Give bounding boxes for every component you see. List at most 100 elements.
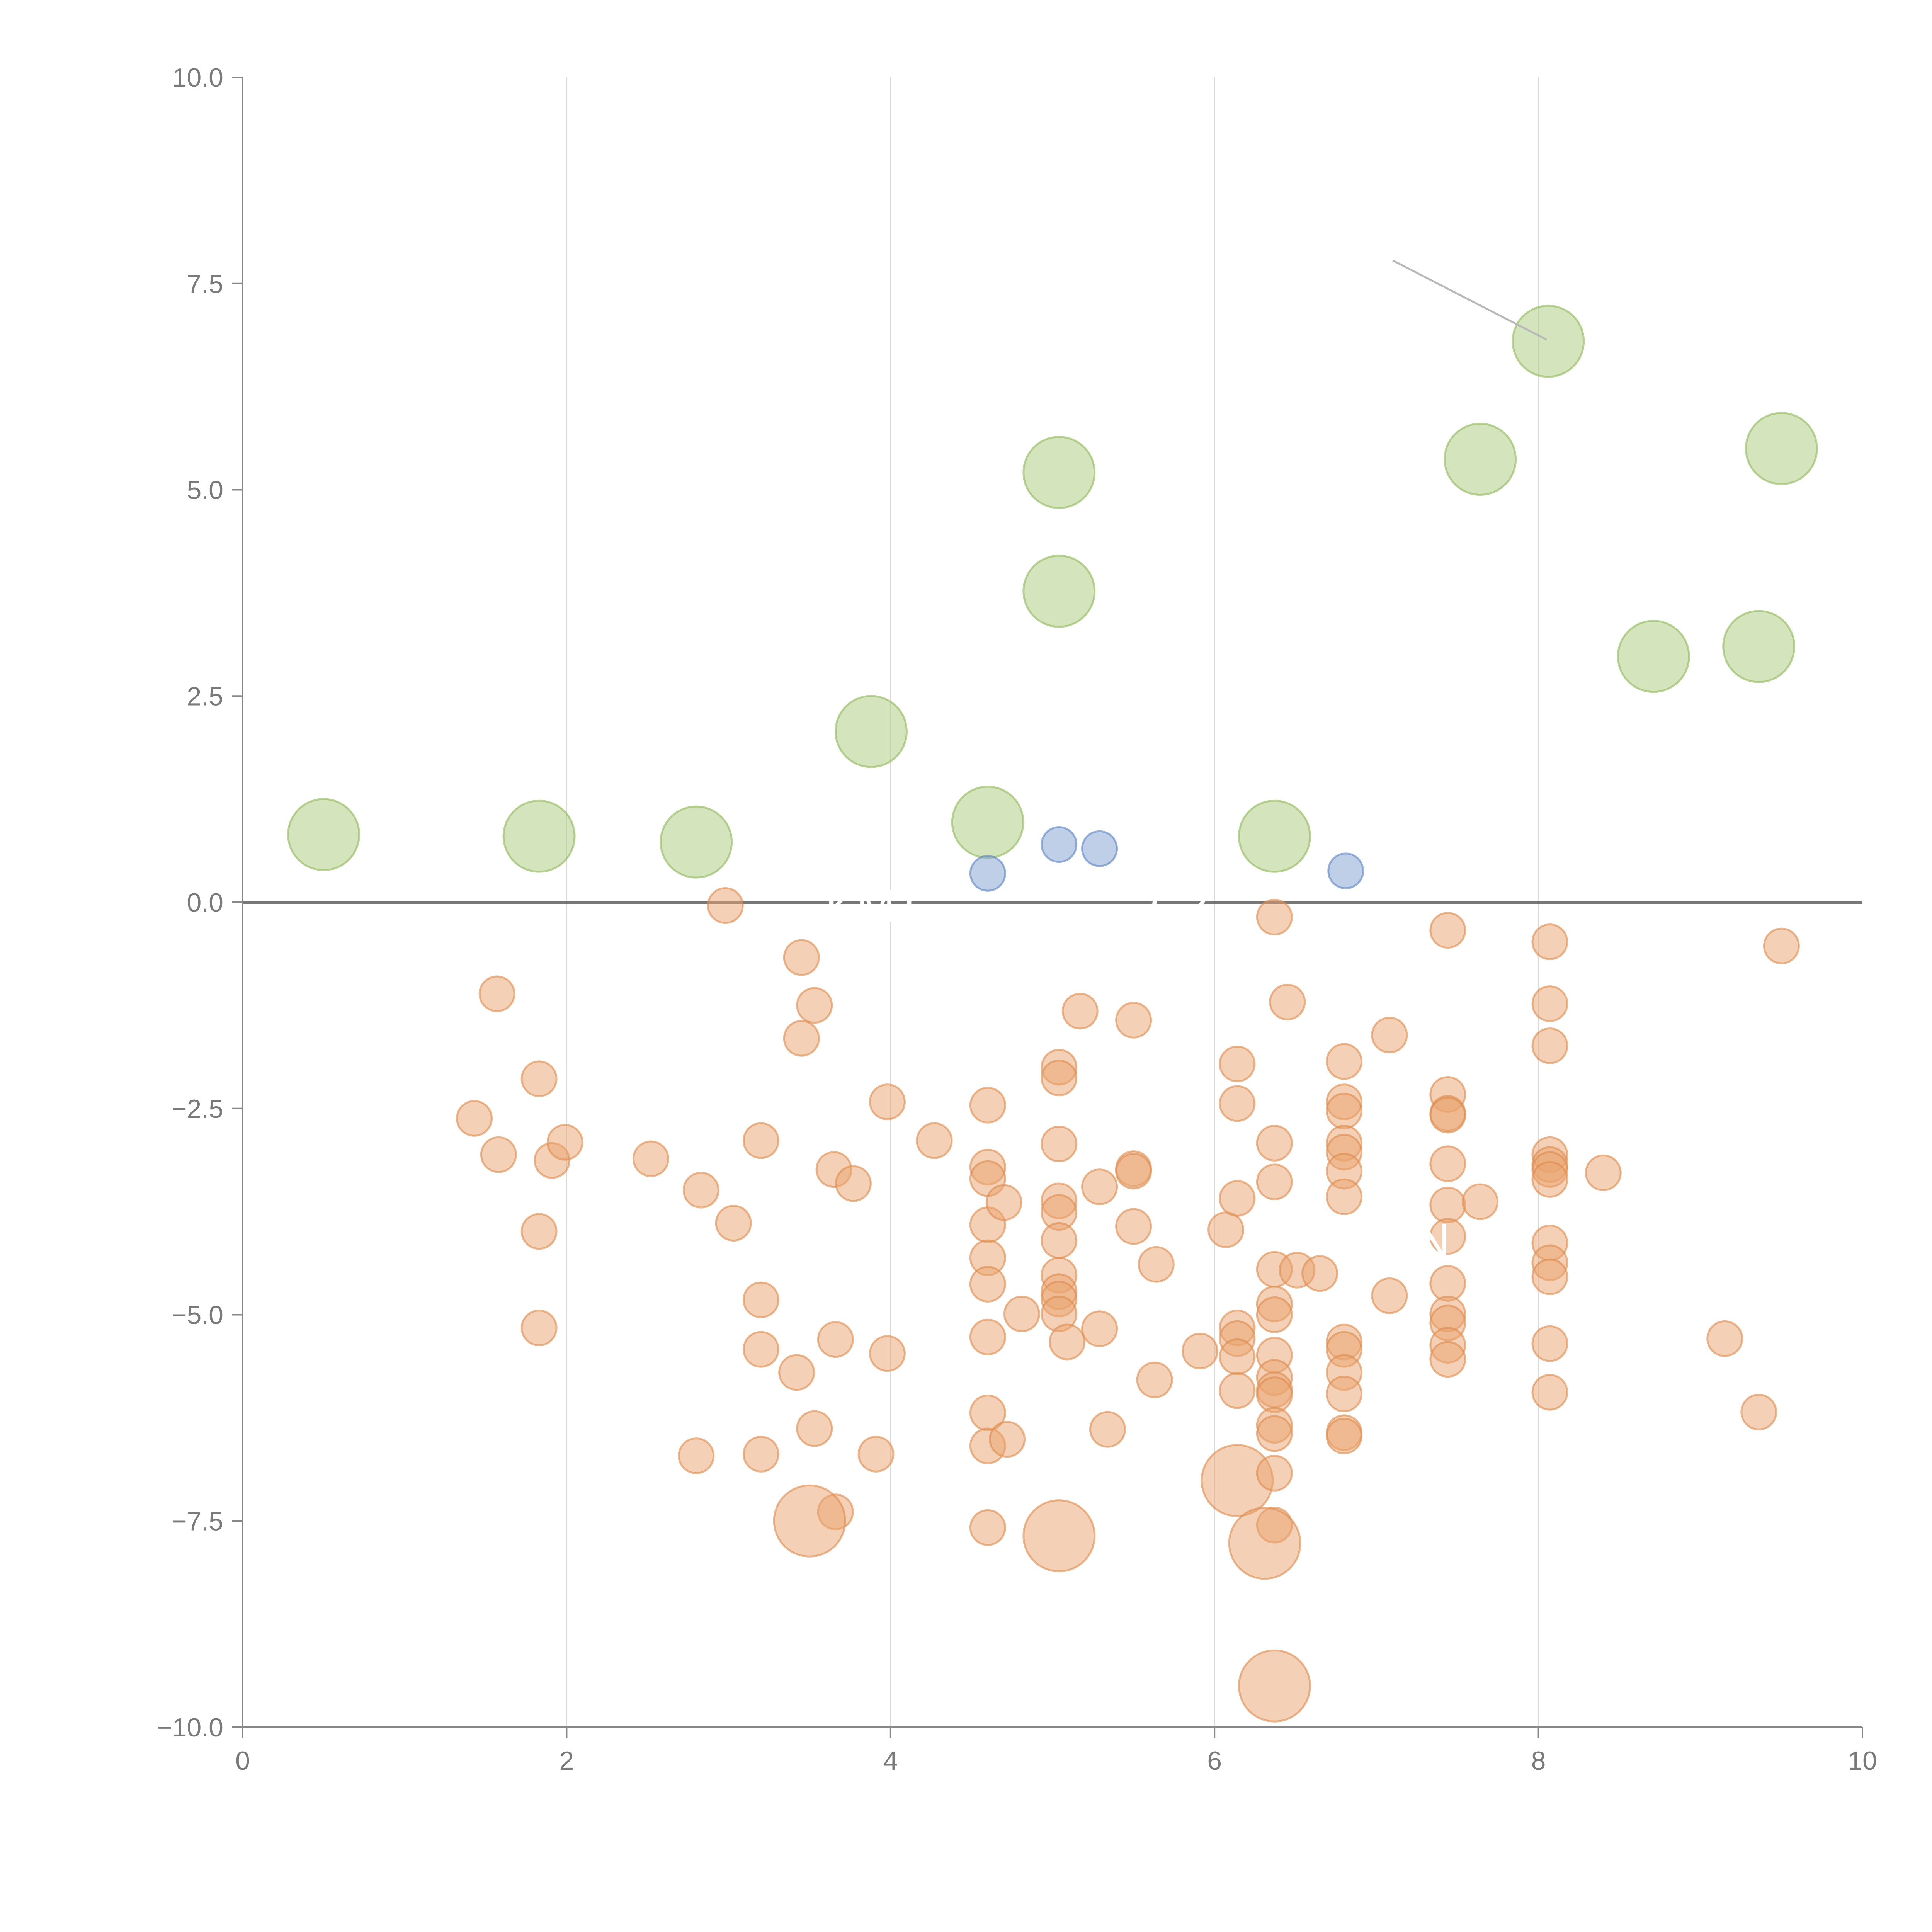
annotation-label: GZ [1150,880,1214,932]
data-point [834,695,908,768]
data-point [869,1335,906,1372]
data-point [1326,1043,1363,1080]
annotations: KMT GZ N [825,259,1547,1266]
x-tick-label: 2 [559,1746,574,1776]
data-point [869,1083,906,1121]
data-point [480,1136,517,1173]
data-point [520,1310,558,1347]
data-point [1531,1161,1568,1198]
data-point [1041,826,1078,863]
data-point [1327,852,1364,889]
data-point [1745,412,1818,485]
data-point [1740,1393,1777,1430]
data-point [1429,1218,1466,1255]
data-point [1326,1092,1363,1129]
axes: 0 2 4 6 8 10 10.0 7.5 5.0 2.5 0.0 −2.5 −5.0 −7.5 −10.0 [157,63,1877,1776]
data-point [742,1435,779,1473]
data-point [1256,1454,1293,1492]
data-point [1326,1417,1363,1454]
data-point [1617,620,1690,693]
data-point [742,1122,779,1159]
data-point [1049,1323,1086,1361]
data-point [1022,436,1096,509]
data-point [1003,1295,1040,1332]
data-point [1041,1126,1078,1163]
data-point [1269,983,1306,1020]
data-point [742,1331,779,1368]
data-point [1208,1211,1245,1248]
data-point [1326,1178,1363,1215]
x-tick-label: 8 [1531,1746,1546,1776]
data-point [1115,1208,1152,1245]
data-point [1041,1060,1078,1097]
data-point [456,1100,493,1137]
data-point [1081,1168,1118,1206]
x-tick-label: 6 [1207,1746,1222,1776]
y-tick-label: 7.5 [187,269,223,299]
data-point [1301,1255,1338,1292]
data-point [796,1410,833,1447]
data-point [678,1437,715,1475]
data-point [1061,993,1099,1030]
data-point [1115,1002,1152,1039]
data-point [1763,927,1800,964]
data-point [783,939,820,976]
y-tick-label: 0.0 [187,888,223,917]
data-point [502,799,576,873]
data-point [287,798,361,871]
data-point [783,1020,820,1057]
data-point [1022,1499,1096,1573]
data-point [682,1172,719,1209]
data-point [1429,912,1466,949]
data-point [1444,423,1517,496]
x-tick-label: 10 [1848,1746,1877,1776]
y-tick-label: 5.0 [187,476,223,505]
data-point [1722,610,1796,683]
data-points [287,304,1818,1723]
data-point [1531,923,1568,960]
data-point [1256,898,1293,935]
data-point [632,1140,669,1177]
data-point [1219,1338,1256,1375]
data-point [660,805,733,879]
data-point [989,1421,1026,1458]
y-tick-label: −7.5 [172,1507,223,1536]
y-tick-label: 2.5 [187,682,223,711]
x-tick-label: 0 [235,1746,250,1776]
data-point [1585,1154,1622,1191]
data-point [969,1509,1006,1546]
data-point [951,786,1024,859]
data-point [1238,1649,1311,1723]
data-point [1138,1246,1175,1283]
data-point [742,1281,779,1318]
data-point [1256,1124,1293,1162]
y-tick-label: −5.0 [172,1301,223,1330]
data-point [1238,799,1311,873]
data-point [1429,1145,1466,1182]
data-point [857,1435,895,1473]
data-point [969,855,1006,892]
annotation-label: N [1417,1214,1450,1266]
data-point [1219,1045,1256,1082]
data-point [1219,1180,1256,1217]
data-point [835,1165,872,1202]
data-point [715,1205,752,1242]
data-point [1081,1310,1118,1347]
data-point [1256,1296,1293,1333]
data-point [1326,1375,1363,1412]
data-point [1181,1332,1218,1369]
data-point [1136,1361,1173,1398]
data-point [1531,985,1568,1022]
data-point [773,1484,846,1558]
y-tick-label: −10.0 [157,1713,223,1742]
data-point [1531,1374,1568,1411]
data-point [778,1354,815,1391]
data-point [1531,1027,1568,1064]
data-point [520,1213,558,1250]
data-point [1531,1325,1568,1362]
data-point [1512,304,1585,378]
data-point [1462,1183,1499,1220]
data-point [985,1184,1022,1221]
